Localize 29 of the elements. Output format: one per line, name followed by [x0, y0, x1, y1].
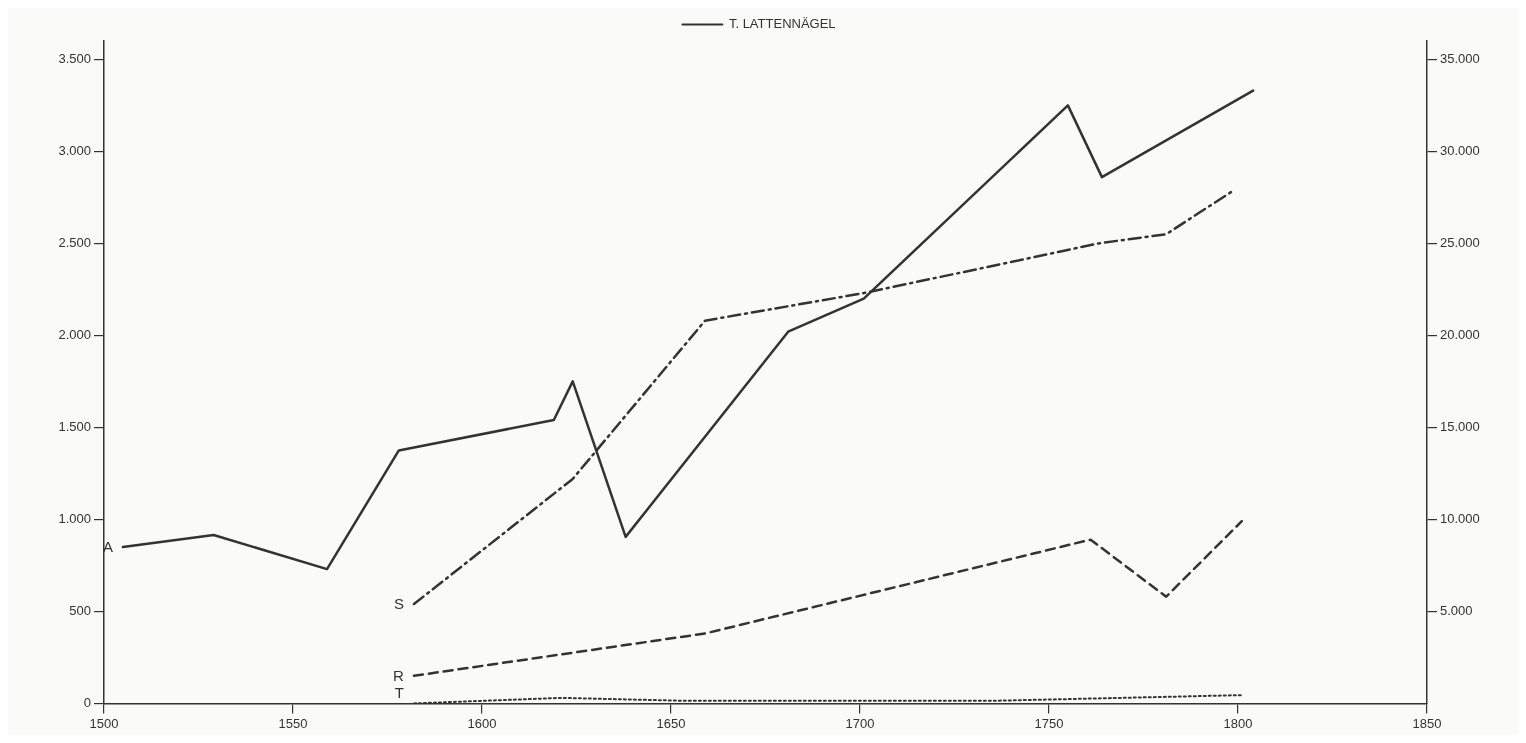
annotation: T [393, 684, 404, 702]
y2-tick-label: 10.000 [1440, 510, 1480, 526]
x-tick-label: 1800 [1223, 715, 1253, 731]
y2-tick-label: 35.000 [1440, 50, 1480, 66]
y-tick-label: 3.000 [58, 142, 91, 158]
annotation: R [392, 666, 404, 684]
legend-label: T. LATTENNÄGEL [728, 16, 836, 32]
y2-tick-label: 5.000 [1440, 602, 1473, 618]
annotation: S [392, 595, 404, 613]
x-tick-label: 1700 [845, 715, 875, 731]
x-tick-label: 1650 [656, 715, 686, 731]
y-tick-label: 2.000 [58, 326, 91, 342]
line-series [412, 519, 1244, 678]
y-tick-label: 0 [83, 694, 91, 710]
annotation: A [101, 538, 113, 555]
y-tick-label: 1.500 [58, 418, 91, 434]
y-tick-label: 2.500 [58, 234, 91, 250]
y-tick-label: 500 [69, 602, 91, 618]
x-tick-label: 1600 [467, 715, 497, 731]
x-tick-label: 1850 [1412, 715, 1442, 731]
x-tick-label: 1550 [278, 715, 308, 731]
y2-tick-label: 30.000 [1440, 142, 1480, 158]
y-tick-label: 1.000 [58, 510, 91, 526]
x-tick-label: 1750 [1034, 715, 1064, 731]
y-tick-label: 3.500 [58, 50, 91, 66]
y2-tick-label: 20.000 [1440, 326, 1480, 342]
x-tick-label: 1500 [89, 715, 119, 731]
y2-tick-label: 25.000 [1440, 234, 1480, 250]
y2-tick-label: 15.000 [1440, 418, 1480, 434]
